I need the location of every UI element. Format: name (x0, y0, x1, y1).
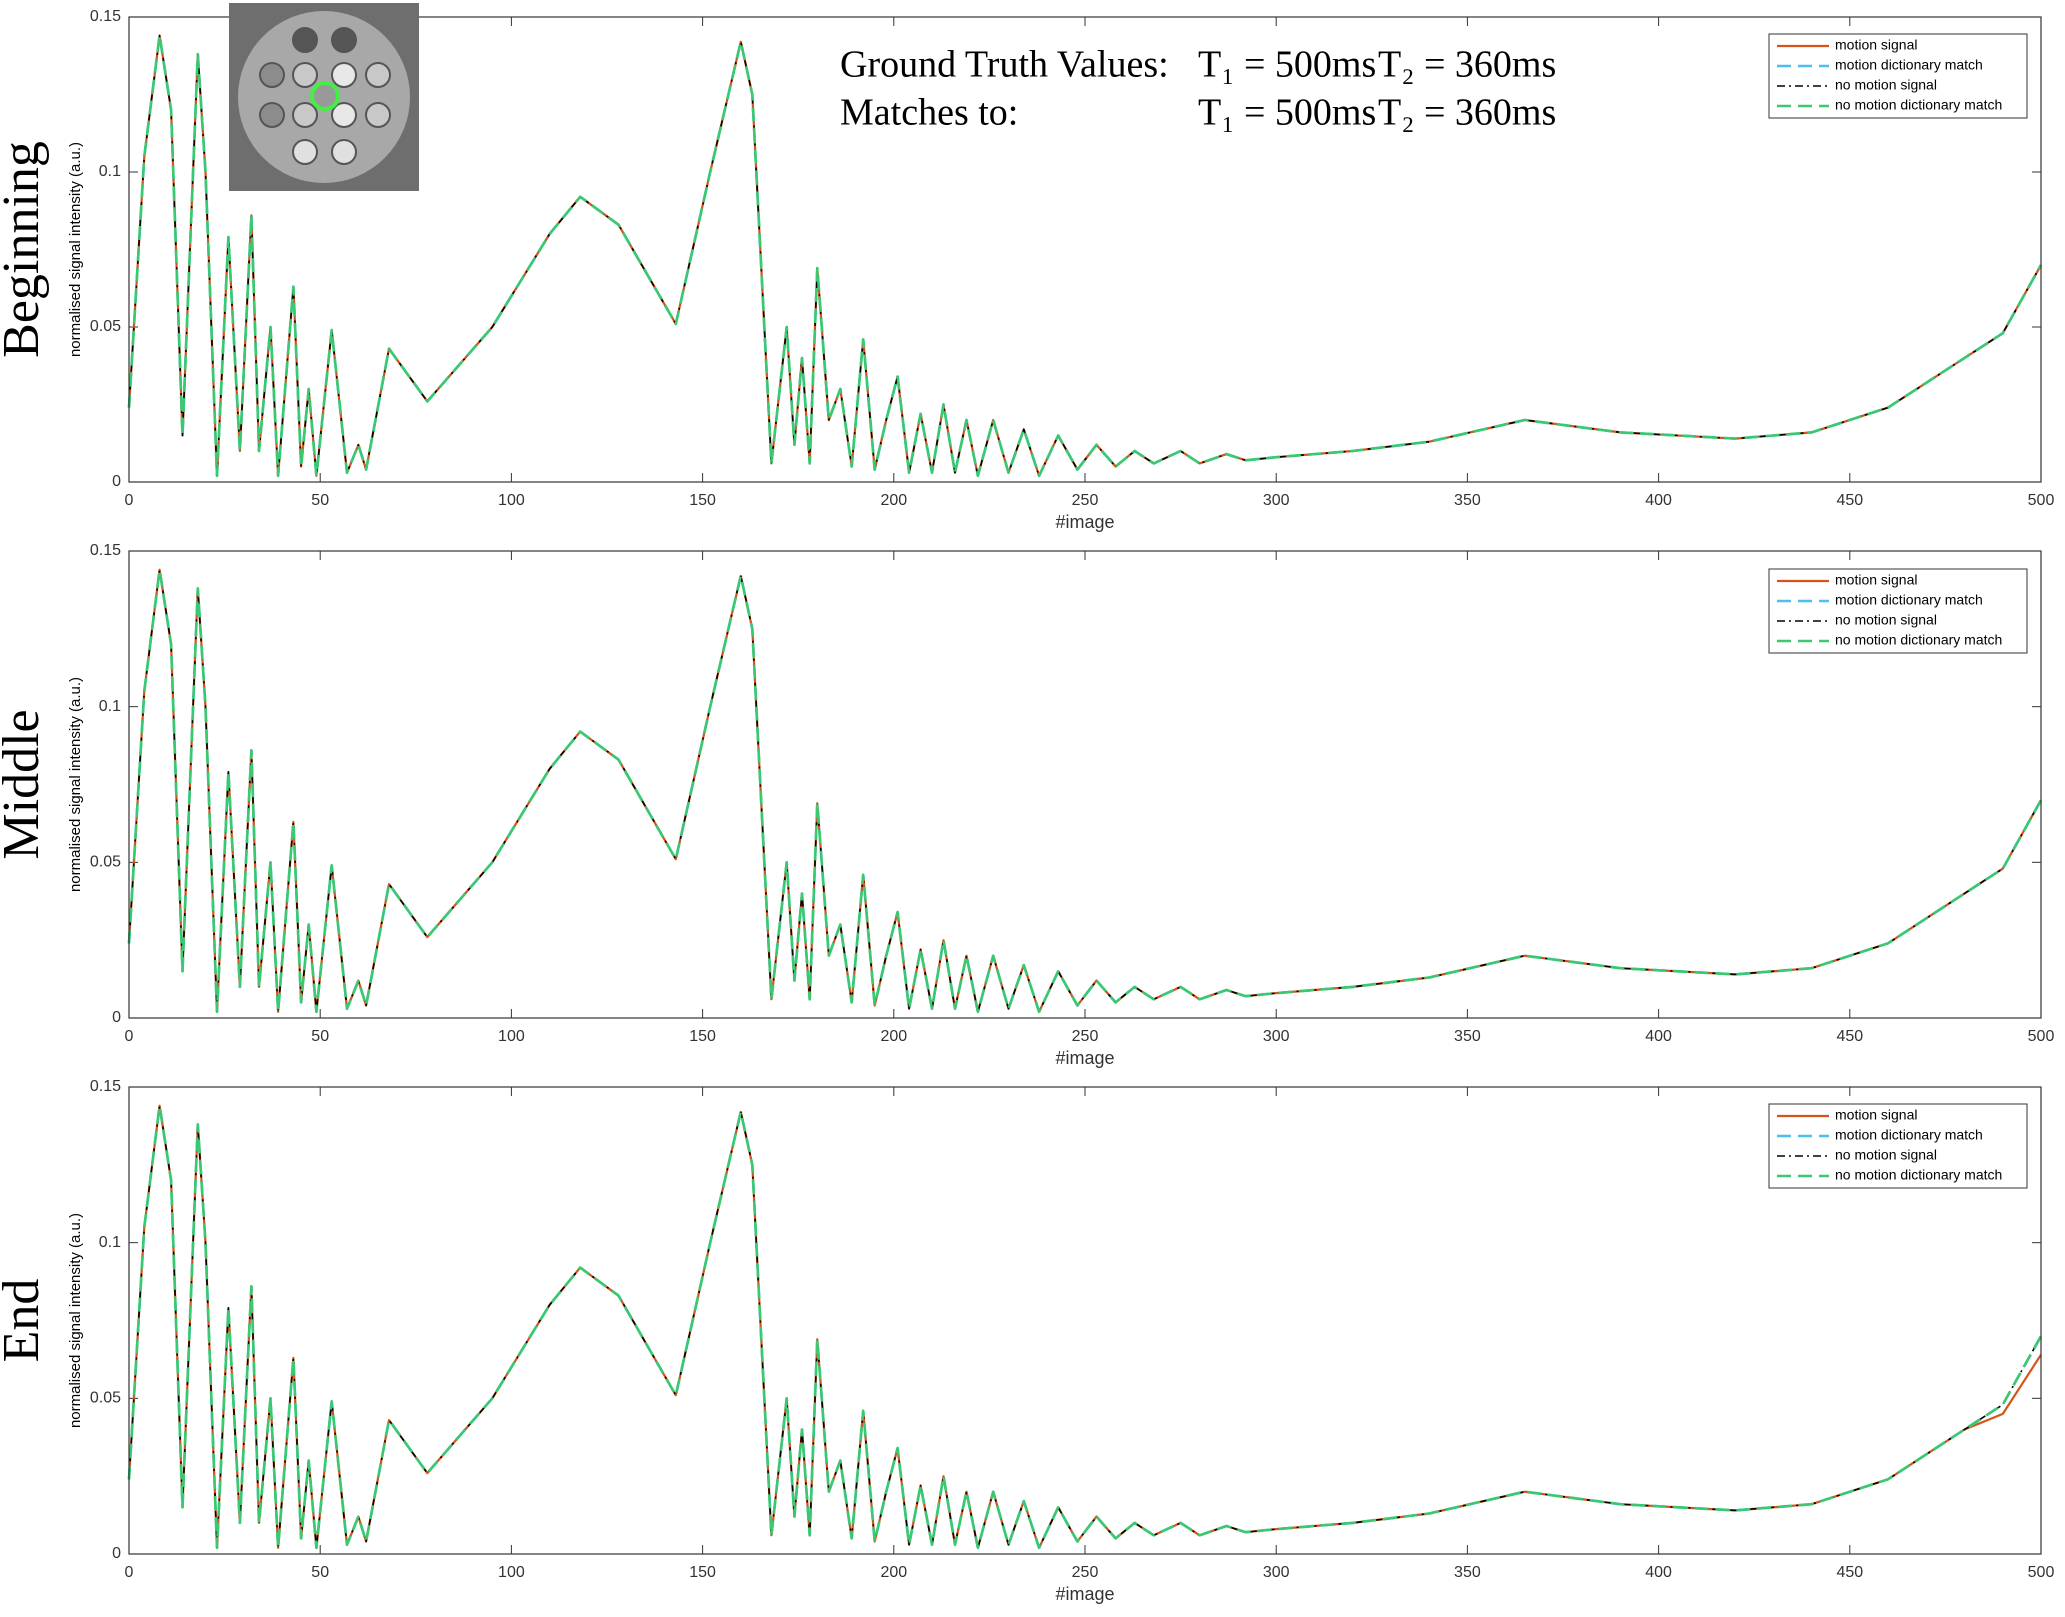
legend-label: no motion signal (1835, 612, 1937, 628)
x-tick-label: 400 (1645, 492, 1672, 509)
x-tick-label: 50 (311, 1028, 329, 1045)
y-tick-label: 0.15 (90, 542, 121, 559)
x-tick-label: 100 (498, 492, 525, 509)
y-tick-label: 0.1 (99, 698, 121, 715)
x-tick-label: 100 (498, 1028, 525, 1045)
panel: End normalised signal intensity (a.u.) #im… (0, 1078, 2054, 1604)
x-tick-label: 450 (1836, 492, 1863, 509)
x-tick-label: 500 (2028, 492, 2055, 509)
x-tick-label: 250 (1072, 492, 1099, 509)
x-tick-label: 200 (880, 492, 907, 509)
y-tick-label: 0 (112, 1545, 121, 1562)
x-tick-label: 300 (1263, 1564, 1290, 1581)
x-axis-label: #image (1055, 1584, 1114, 1604)
x-tick-label: 150 (689, 492, 716, 509)
y-tick-label: 0 (112, 473, 121, 490)
x-tick-label: 300 (1263, 1028, 1290, 1045)
x-tick-label: 300 (1263, 492, 1290, 509)
y-tick-label: 0.05 (90, 1390, 121, 1407)
x-tick-label: 150 (689, 1028, 716, 1045)
y-tick-label: 0.15 (90, 8, 121, 25)
x-tick-label: 500 (2028, 1028, 2055, 1045)
legend-label: motion dictionary match (1835, 592, 1983, 608)
x-tick-label: 50 (311, 492, 329, 509)
x-tick-label: 200 (880, 1028, 907, 1045)
legend-label: motion signal (1835, 572, 1918, 588)
axes-box (128, 1086, 2042, 1555)
panel: Middle normalised signal intensity (a.u.)… (0, 542, 2054, 1068)
x-tick-label: 400 (1645, 1028, 1672, 1045)
y-tick-label: 0.1 (99, 1234, 121, 1251)
y-tick-label: 0.15 (90, 1078, 121, 1095)
x-tick-label: 350 (1454, 492, 1481, 509)
legend-box (1768, 1103, 2028, 1189)
x-tick-label: 200 (880, 1564, 907, 1581)
x-tick-label: 100 (498, 1564, 525, 1581)
x-tick-label: 0 (125, 1028, 134, 1045)
y-tick-label: 0.05 (90, 854, 121, 871)
legend-label: no motion dictionary match (1835, 1167, 2002, 1183)
panel-label: End (0, 1279, 50, 1363)
y-tick-label: 0 (112, 1009, 121, 1026)
y-tick-label: 0.05 (90, 318, 121, 335)
x-tick-label: 150 (689, 1564, 716, 1581)
legend-label: no motion dictionary match (1835, 97, 2002, 113)
legend-label: motion dictionary match (1835, 57, 1983, 73)
y-axis-label: normalised signal intensity (a.u.) (67, 142, 84, 357)
legend-label: motion signal (1835, 37, 1918, 53)
annotation: T₁ = 500ms (1198, 92, 1376, 134)
x-tick-label: 250 (1072, 1028, 1099, 1045)
panel-label: Beginning (0, 141, 50, 358)
annotation: Ground Truth Values: (840, 44, 1169, 86)
x-tick-label: 400 (1645, 1564, 1672, 1581)
x-tick-label: 450 (1836, 1028, 1863, 1045)
panel-label: Middle (0, 709, 50, 859)
x-axis-label: #image (1055, 1048, 1114, 1068)
annotation: T₂ = 360ms (1378, 44, 1556, 86)
y-axis-label: normalised signal intensity (a.u.) (67, 677, 84, 892)
y-tick-label: 0.1 (99, 163, 121, 180)
legend-box (1768, 568, 2028, 654)
x-tick-label: 450 (1836, 1564, 1863, 1581)
x-tick-label: 250 (1072, 1564, 1099, 1581)
legend-box (1768, 33, 2028, 119)
x-tick-label: 0 (125, 492, 134, 509)
x-tick-label: 500 (2028, 1564, 2055, 1581)
legend-label: motion dictionary match (1835, 1127, 1983, 1143)
x-tick-label: 0 (125, 1564, 134, 1581)
panel: Beginning normalised signal intensity (a.… (0, 8, 2054, 532)
legend-label: no motion signal (1835, 77, 1937, 93)
x-axis-label: #image (1055, 512, 1114, 532)
phantom-inset (229, 3, 419, 191)
x-tick-label: 50 (311, 1564, 329, 1581)
x-tick-label: 350 (1454, 1028, 1481, 1045)
annotation: T₁ = 500ms (1198, 44, 1376, 86)
series-line (127, 34, 2043, 478)
axes-box (128, 550, 2042, 1019)
annotation: Matches to: (840, 92, 1018, 134)
series-line (127, 1104, 2043, 1550)
axes-box (128, 16, 2042, 483)
y-axis-label: normalised signal intensity (a.u.) (67, 1213, 84, 1428)
series-line (127, 568, 2043, 1014)
legend-label: motion signal (1835, 1107, 1918, 1123)
legend-label: no motion dictionary match (1835, 632, 2002, 648)
legend-label: no motion signal (1835, 1147, 1937, 1163)
x-tick-label: 350 (1454, 1564, 1481, 1581)
annotation: T₂ = 360ms (1378, 92, 1556, 134)
